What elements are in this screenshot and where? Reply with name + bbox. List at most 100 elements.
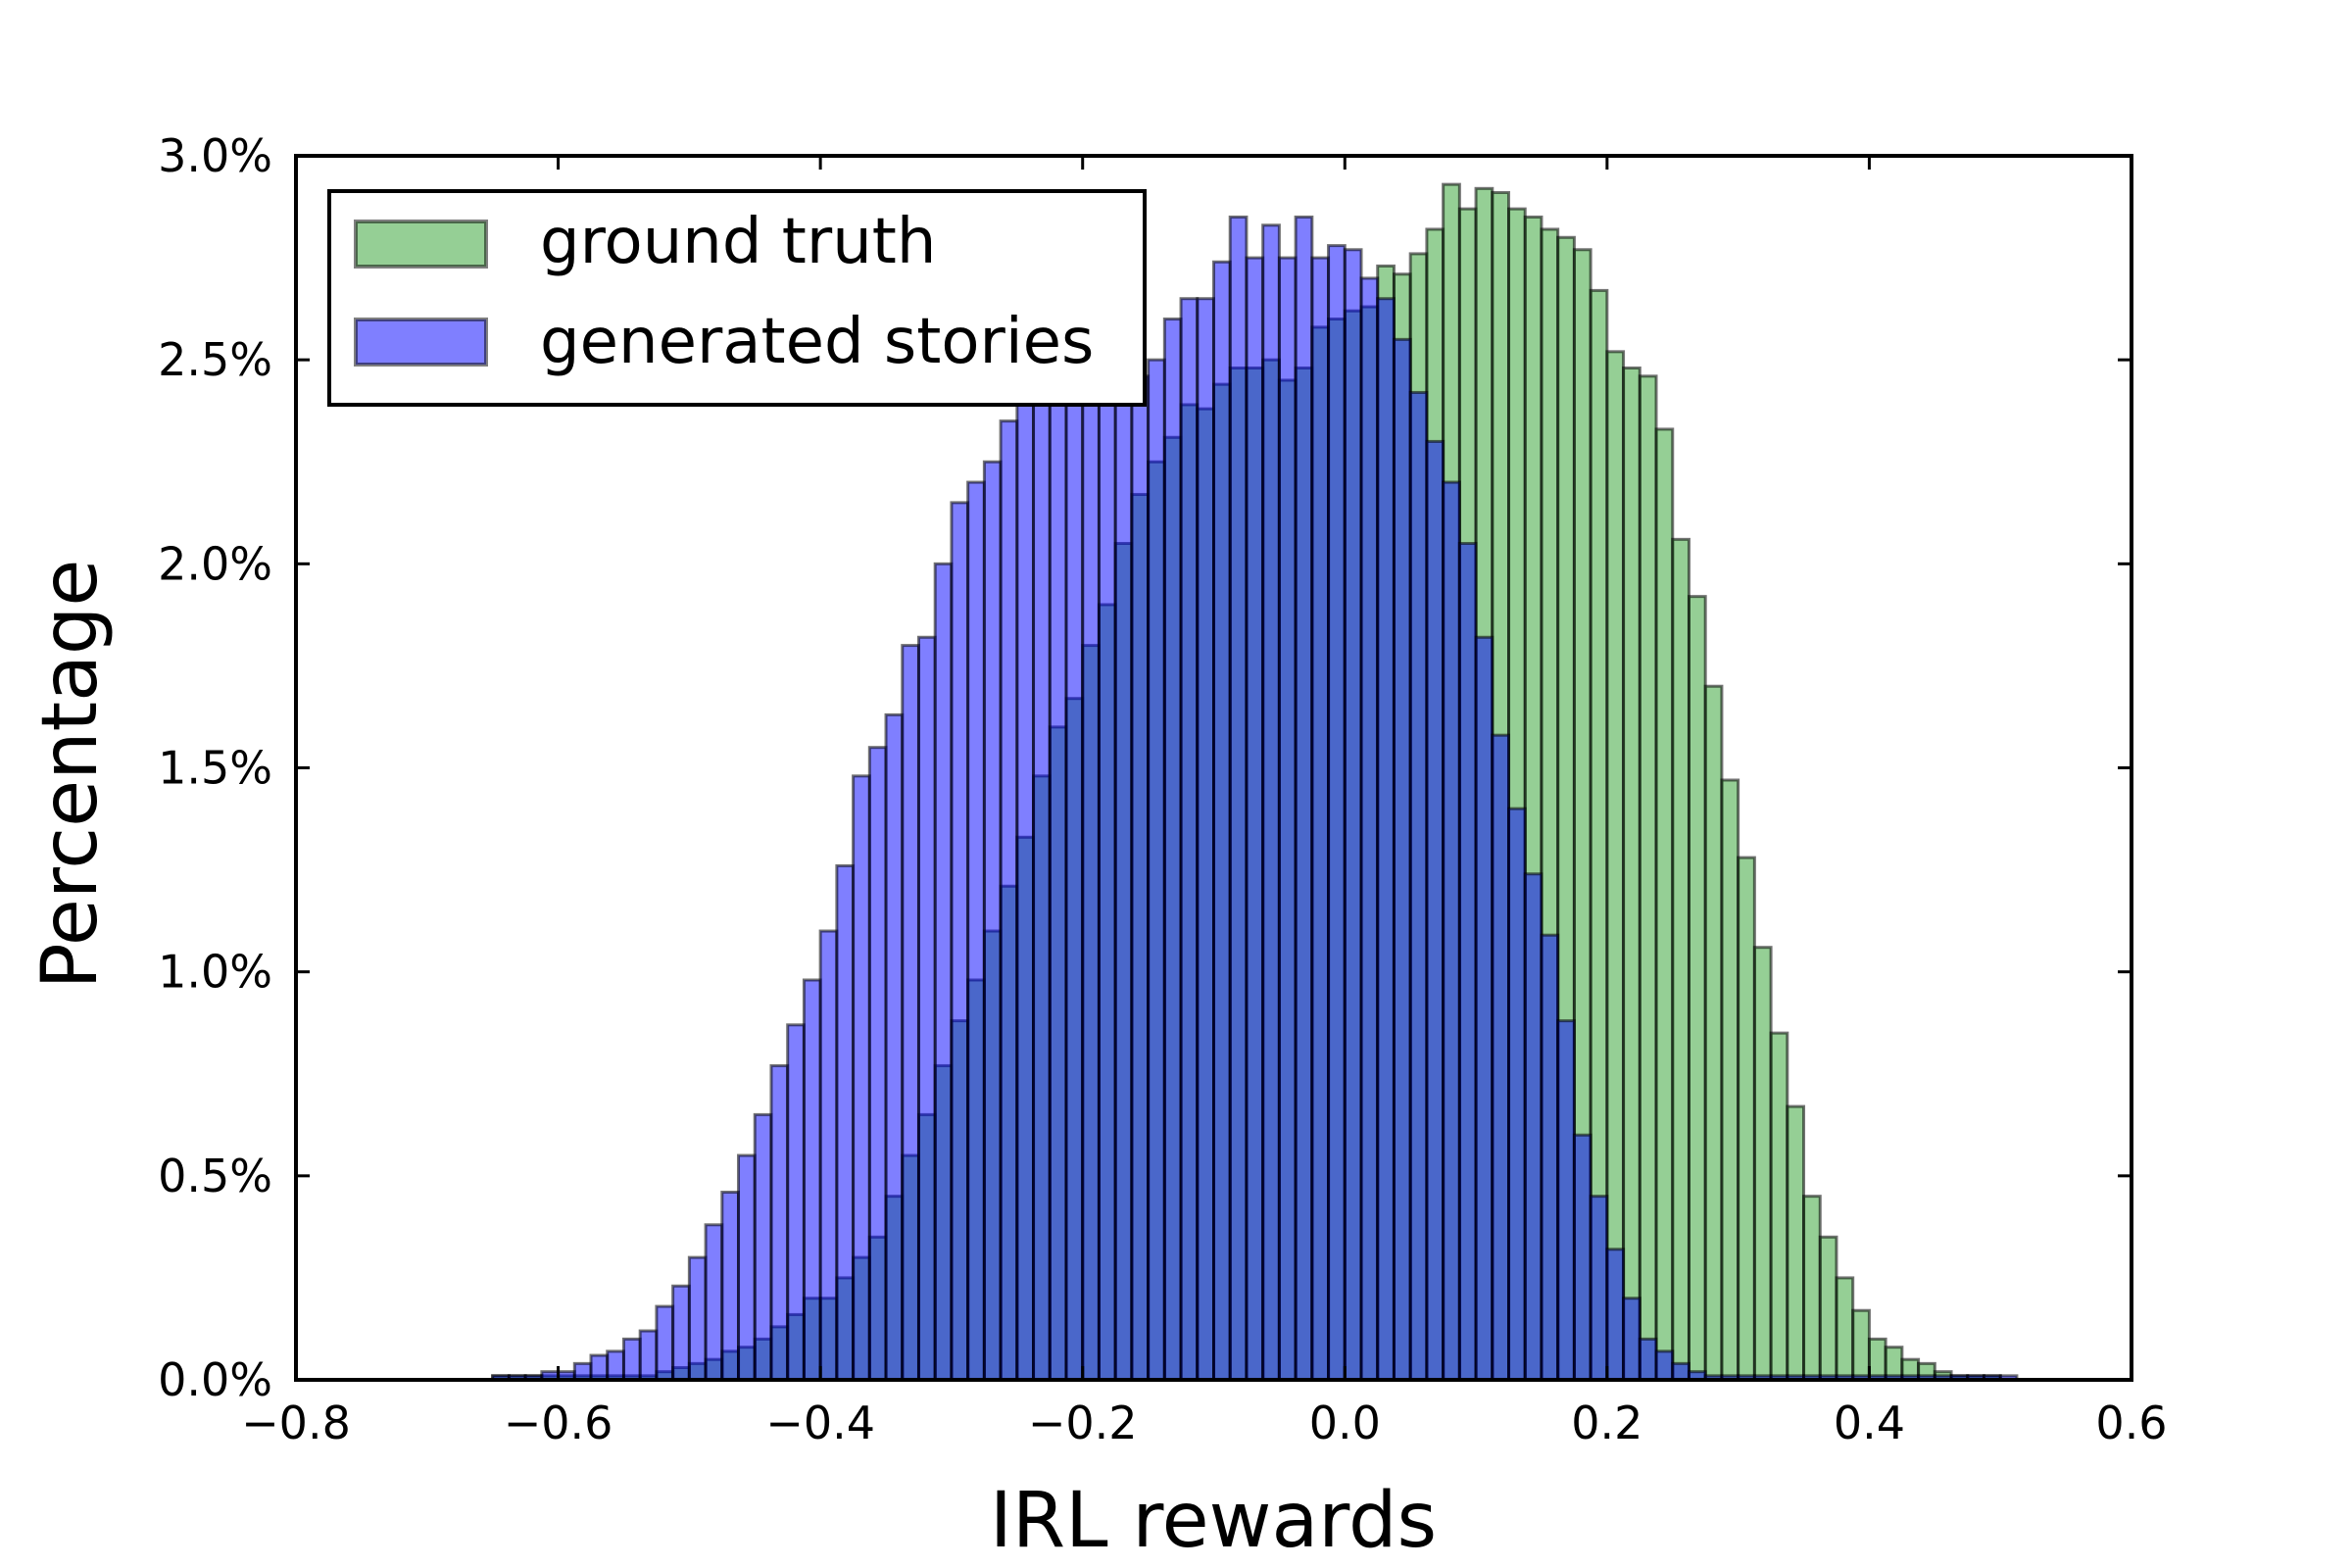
y-axis-title: Percentage <box>26 560 115 990</box>
bar <box>704 1223 724 1382</box>
bar <box>884 712 905 1382</box>
bar <box>1474 635 1494 1382</box>
bar <box>1491 733 1511 1382</box>
bar <box>1245 256 1265 1382</box>
bar <box>1228 215 1249 1382</box>
bar <box>966 480 986 1382</box>
bar <box>818 929 839 1382</box>
bar <box>1147 358 1166 1382</box>
bar <box>589 1353 610 1382</box>
bar <box>1343 248 1363 1382</box>
bar <box>1196 297 1216 1382</box>
bar <box>737 1153 757 1382</box>
y-tick-label: 0.0% <box>158 1353 272 1406</box>
x-tick-label: −0.2 <box>1028 1396 1138 1449</box>
y-tick-label: 3.0% <box>158 129 272 182</box>
bar <box>1277 256 1298 1382</box>
bar <box>1179 297 1200 1382</box>
bar <box>1162 318 1183 1382</box>
x-tick-label: 0.6 <box>2095 1396 2167 1449</box>
y-tick-label: 0.5% <box>158 1150 272 1202</box>
bar <box>1818 1235 1838 1382</box>
bar <box>1392 337 1412 1382</box>
bar <box>1622 1297 1642 1382</box>
bar <box>1622 366 1642 1382</box>
bar <box>1310 256 1331 1382</box>
bar <box>1638 374 1658 1382</box>
bar <box>1687 595 1707 1382</box>
bar <box>933 562 954 1382</box>
bar <box>769 1063 790 1382</box>
bar <box>1376 297 1396 1382</box>
bar <box>671 1284 691 1382</box>
bar <box>1671 537 1690 1382</box>
bar <box>1327 244 1347 1382</box>
legend-label-ground-truth: ground truth <box>540 206 936 278</box>
bar <box>1081 366 1101 1382</box>
bar <box>786 1023 806 1382</box>
bar <box>1605 1248 1626 1382</box>
bar <box>1769 1031 1789 1382</box>
bar <box>1359 276 1380 1382</box>
bar <box>1867 1337 1887 1382</box>
bar <box>1457 542 1478 1382</box>
bar <box>867 746 888 1382</box>
bar <box>1032 374 1052 1382</box>
bar <box>621 1337 642 1382</box>
bar <box>852 774 871 1382</box>
ticks-layer <box>294 154 2133 1382</box>
y-tick-label: 2.0% <box>158 537 272 590</box>
bar <box>753 1112 773 1382</box>
bar <box>1556 1019 1576 1382</box>
x-tick-label: 0.0 <box>1309 1396 1381 1449</box>
x-tick-label: −0.8 <box>241 1396 351 1449</box>
legend-swatch-ground-truth <box>354 220 488 269</box>
bar <box>1294 215 1314 1382</box>
bar <box>1523 872 1544 1382</box>
bar <box>1703 684 1724 1382</box>
bar <box>1408 390 1429 1382</box>
bar <box>982 460 1003 1382</box>
bar <box>1654 427 1675 1382</box>
bar <box>1540 933 1560 1382</box>
x-tick-label: 0.2 <box>1571 1396 1642 1449</box>
legend-label-generated-stories: generated stories <box>540 306 1094 378</box>
bar <box>916 635 937 1382</box>
bar <box>655 1304 675 1382</box>
bar <box>1113 390 1134 1382</box>
bar <box>1638 1337 1658 1382</box>
bar <box>1737 856 1756 1382</box>
bar <box>1425 439 1446 1382</box>
bar <box>835 863 856 1382</box>
bar <box>1212 260 1232 1382</box>
bar <box>1802 1195 1822 1382</box>
bar <box>572 1361 593 1382</box>
bar <box>1507 807 1527 1382</box>
x-tick-label: −0.4 <box>765 1396 875 1449</box>
bar <box>1654 1349 1675 1382</box>
bar <box>1835 1276 1855 1382</box>
bar <box>687 1255 708 1382</box>
bar <box>1605 350 1626 1382</box>
bar <box>1851 1308 1871 1382</box>
y-tick-label: 1.5% <box>158 742 272 795</box>
bar <box>638 1329 659 1382</box>
bar <box>1064 362 1085 1382</box>
bar <box>1671 1361 1690 1382</box>
bar <box>1097 382 1117 1382</box>
tick-labels-layer: −0.8 −0.6 −0.4 −0.2 0.0 0.2 0.4 0.6 0.0% 0.5% 1.0%… <box>158 129 2167 1449</box>
bar <box>1786 1104 1806 1382</box>
legend-swatch-generated-stories <box>354 318 488 367</box>
bar <box>1048 366 1068 1382</box>
x-tick-label: 0.4 <box>1834 1396 1905 1449</box>
bar <box>1752 946 1773 1382</box>
y-tick-label: 2.5% <box>158 333 272 386</box>
bar <box>1015 395 1036 1382</box>
bar <box>720 1190 741 1382</box>
x-axis-title: IRL rewards <box>990 1477 1437 1565</box>
bar <box>1589 1195 1609 1382</box>
legend: ground truth generated stories <box>327 189 1147 407</box>
bar <box>1720 778 1740 1382</box>
bar <box>1442 480 1461 1382</box>
